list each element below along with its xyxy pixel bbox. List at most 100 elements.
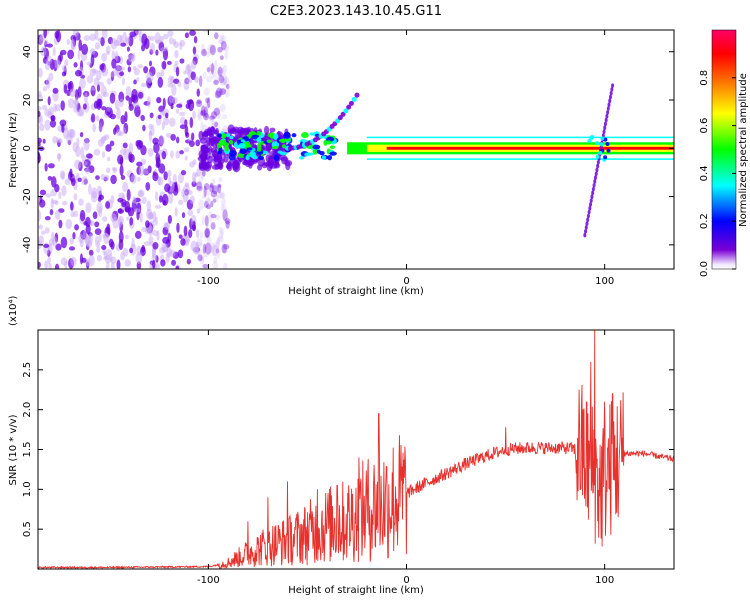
- noise-blob: [58, 138, 63, 144]
- noise-blob: [85, 224, 91, 235]
- noise-blob: [200, 256, 204, 262]
- noise-blob: [59, 119, 67, 127]
- noise-blob: [219, 55, 224, 61]
- noise-blob: [118, 231, 124, 243]
- rising-trace-blob: [346, 104, 352, 110]
- noise-blob: [42, 86, 47, 92]
- carrier-halo-blob: [263, 125, 270, 135]
- noise-blob: [220, 67, 225, 74]
- diagonal-trace-blob: [591, 190, 595, 196]
- noise-blob: [197, 249, 204, 254]
- carrier-blob: [299, 155, 305, 160]
- noise-blob: [212, 198, 217, 203]
- noise-blob: [131, 237, 135, 250]
- carrier-blob: [252, 155, 258, 160]
- noise-blob: [208, 210, 213, 223]
- noise-blob: [154, 204, 162, 209]
- noise-blob: [197, 254, 203, 262]
- noise-blob: [105, 45, 111, 54]
- noise-blob: [66, 38, 71, 46]
- noise-blob: [198, 199, 205, 211]
- noise-blob: [49, 208, 54, 216]
- noise-blob: [203, 48, 207, 55]
- noise-blob: [213, 107, 220, 116]
- noise-blob: [84, 167, 91, 174]
- diagonal-trace-blob: [607, 102, 611, 107]
- y-tick-label: 20: [22, 94, 33, 107]
- noise-blob: [216, 236, 221, 245]
- snr-series-line: [38, 330, 674, 569]
- noise-blob: [118, 215, 125, 225]
- noise-blob: [38, 106, 42, 111]
- noise-blob: [74, 97, 79, 109]
- carrier-halo-blob: [198, 130, 204, 141]
- noise-blob: [78, 198, 84, 206]
- diagonal-trace-blob: [608, 98, 612, 104]
- noise-blob: [200, 105, 206, 116]
- noise-blob: [109, 92, 116, 104]
- noise-blob: [124, 234, 130, 240]
- noise-blob: [182, 192, 189, 203]
- noise-blob: [202, 30, 210, 33]
- noise-blob: [105, 144, 112, 152]
- noise-blob: [192, 110, 197, 120]
- noise-blob: [79, 253, 84, 265]
- noise-blob: [106, 156, 111, 162]
- noise-blob: [141, 44, 146, 52]
- noise-blob: [147, 147, 154, 157]
- noise-blob: [54, 184, 60, 193]
- noise-blob: [210, 200, 214, 208]
- noise-blob: [186, 63, 191, 72]
- noise-blob: [185, 103, 191, 109]
- noise-blob: [67, 82, 73, 90]
- noise-blob: [156, 97, 162, 104]
- noise-blob: [213, 32, 219, 40]
- diagonal-trace-blob: [590, 194, 594, 200]
- noise-blob: [195, 244, 200, 255]
- noise-blob: [98, 234, 102, 243]
- noise-blob: [141, 196, 147, 204]
- noise-blob: [222, 244, 230, 250]
- noise-blob: [169, 249, 176, 258]
- noise-blob: [60, 257, 68, 266]
- noise-blob: [52, 87, 59, 94]
- noise-blob: [167, 30, 174, 37]
- noise-blob: [224, 50, 229, 60]
- noise-blob: [171, 259, 177, 266]
- noise-blob: [38, 114, 43, 125]
- noise-blob: [70, 38, 75, 50]
- noise-blob: [142, 124, 146, 132]
- noise-blob: [189, 30, 196, 36]
- noise-blob: [78, 39, 83, 52]
- carrier-halo-blob: [217, 158, 225, 165]
- noise-blob: [122, 181, 129, 193]
- rising-trace-blob: [343, 108, 349, 114]
- noise-blob: [131, 88, 138, 101]
- carrier-blob: [262, 150, 269, 155]
- noise-blob: [153, 142, 160, 154]
- noise-blob: [152, 172, 159, 182]
- noise-blob: [97, 196, 102, 202]
- carrier-blob: [244, 136, 249, 142]
- spectrogram-marks: [38, 30, 674, 269]
- noise-blob: [152, 229, 159, 237]
- carrier-blob: [223, 142, 230, 148]
- noise-blob: [206, 236, 212, 244]
- snr-x-label: Height of straight line (km): [288, 585, 424, 596]
- carrier-blob: [216, 133, 222, 138]
- noise-blob: [120, 114, 126, 125]
- noise-blob: [129, 247, 134, 254]
- noise-blob: [96, 70, 102, 81]
- noise-blob: [109, 256, 117, 264]
- noise-blob: [110, 174, 117, 185]
- noise-blob: [213, 241, 220, 251]
- noise-blob: [171, 96, 178, 105]
- noise-blob: [138, 164, 145, 176]
- noise-blob: [149, 60, 153, 67]
- noise-blob: [62, 64, 67, 72]
- snr-y-multiplier: (x10⁴): [8, 295, 19, 326]
- diagonal-trace-blob: [610, 87, 614, 92]
- diagonal-trace-blob: [587, 209, 591, 215]
- noise-blob: [141, 33, 148, 46]
- spectrogram-x-label: Height of straight line (km): [288, 286, 424, 297]
